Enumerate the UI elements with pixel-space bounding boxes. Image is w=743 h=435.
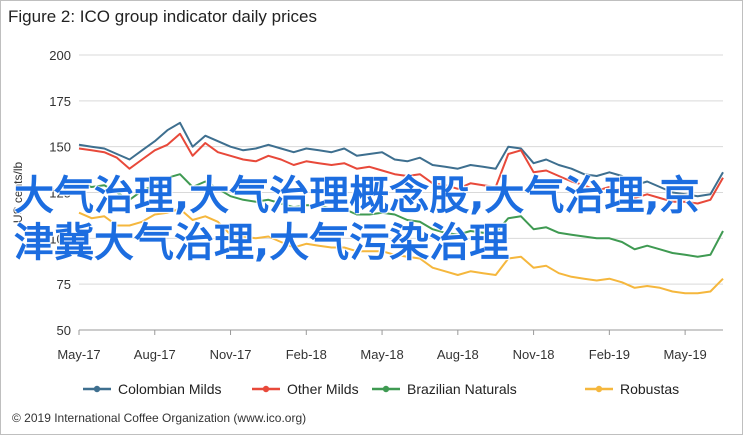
y-tick-label: 200 [49, 48, 71, 63]
x-tick-label: Feb-19 [589, 347, 630, 362]
y-tick-label: 125 [49, 186, 71, 201]
y-tick-label: 100 [49, 231, 71, 246]
legend-label: Brazilian Naturals [407, 381, 517, 397]
x-tick-label: May-19 [663, 347, 706, 362]
legend-marker-0 [93, 385, 101, 393]
x-tick-label: Aug-18 [437, 347, 479, 362]
x-tick-label: May-18 [360, 347, 403, 362]
y-axis-label: US cents/lb [11, 161, 25, 223]
x-tick-label: Aug-17 [134, 347, 176, 362]
x-tick-label: Feb-18 [286, 347, 327, 362]
series-line-brazilian-naturals [78, 173, 724, 258]
series-line-robustas [78, 208, 724, 295]
legend-label: Robustas [620, 381, 679, 397]
legend-marker-2 [382, 385, 390, 393]
chart-title: Figure 2: ICO group indicator daily pric… [8, 7, 317, 26]
series-line-colombian-milds [78, 121, 724, 198]
overlay-caption: 大气治理,大气治理概念股,大气治理,京津冀大气治理,大气污染治理 [14, 173, 700, 266]
series-line-other-milds [78, 132, 724, 205]
legend-label: Colombian Milds [118, 381, 221, 397]
x-tick-label: May-17 [57, 347, 100, 362]
source-credit: © 2019 International Coffee Organization… [12, 411, 307, 425]
legend-marker-1 [262, 385, 270, 393]
legend-label: Other Milds [287, 381, 359, 397]
legend-marker-3 [595, 385, 603, 393]
x-tick-label: Nov-17 [210, 347, 252, 362]
x-tick-label: Nov-18 [513, 347, 555, 362]
y-tick-label: 50 [57, 323, 71, 338]
y-tick-label: 75 [57, 277, 71, 292]
y-tick-label: 150 [49, 140, 71, 155]
y-tick-label: 175 [49, 94, 71, 109]
